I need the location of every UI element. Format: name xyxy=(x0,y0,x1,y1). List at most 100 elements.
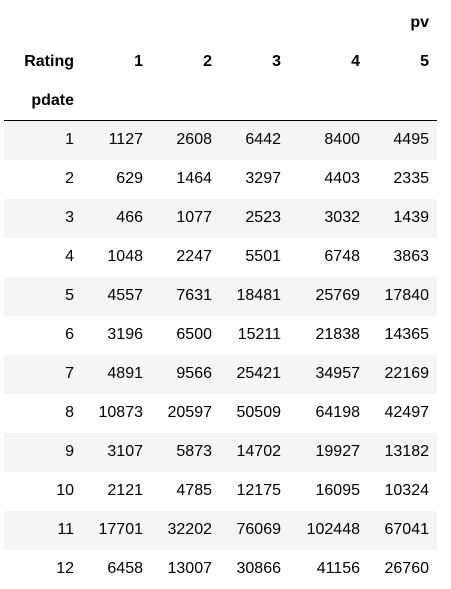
table-body: 1 1127 2608 6442 8400 4495 2 629 1464 3297 4403 233… xyxy=(4,120,437,589)
table-cell: 4403 xyxy=(324,170,360,187)
table-cell: 1464 xyxy=(176,170,212,187)
table-row: 7 4891 9566 25421 34957 22169 xyxy=(4,354,437,394)
table-cell: 15211 xyxy=(237,326,281,343)
row-index-cell: 5 xyxy=(65,287,74,304)
header-top-label: pv xyxy=(410,13,429,31)
table-row: 12 6458 13007 30866 41156 26760 xyxy=(4,549,437,589)
table-cell: 6442 xyxy=(245,131,281,149)
table-cell: 14702 xyxy=(236,443,282,460)
table-cell: 16095 xyxy=(315,482,361,499)
table-cell: 466 xyxy=(116,209,143,226)
table-cell: 6748 xyxy=(324,248,360,265)
table-cell: 4891 xyxy=(107,365,143,382)
table-cell: 8400 xyxy=(324,131,360,149)
row-index-cell: 6 xyxy=(65,326,74,343)
column-header: 2 xyxy=(203,52,212,70)
pivot-table: pv Rating 1 2 3 4 5 pdate 1 1127 2608 6442 8… xyxy=(4,3,437,589)
table-cell: 1439 xyxy=(393,209,429,226)
table-cell: 3196 xyxy=(107,326,143,343)
table-row: 1 1127 2608 6442 8400 4495 xyxy=(4,120,437,160)
table-row: 9 3107 5873 14702 19927 13182 xyxy=(4,432,437,472)
table-cell: 26760 xyxy=(384,560,430,577)
row-index-label: pdate xyxy=(4,81,82,121)
table-cell: 3107 xyxy=(107,443,143,460)
table-row: 2 629 1464 3297 4403 2335 xyxy=(4,159,437,199)
table-cell: 2523 xyxy=(245,209,281,226)
table-row: 5 4557 7631 18481 25769 17840 xyxy=(4,276,437,316)
table-cell: 3863 xyxy=(393,248,429,265)
header-empty-cell xyxy=(289,81,368,121)
table-cell: 22169 xyxy=(384,365,430,382)
table-header: pv Rating 1 2 3 4 5 pdate xyxy=(4,3,437,121)
column-header: 4 xyxy=(351,52,360,70)
table-cell: 5873 xyxy=(176,443,212,460)
row-index-cell: 3 xyxy=(65,209,74,226)
table-cell: 25421 xyxy=(236,365,282,382)
table-row: 10 2121 4785 12175 16095 10324 xyxy=(4,471,437,511)
table-cell: 2247 xyxy=(176,248,212,265)
table-cell: 34957 xyxy=(315,365,361,382)
column-header: 5 xyxy=(420,52,429,70)
table-cell: 13007 xyxy=(167,560,213,577)
row-index-cell: 4 xyxy=(65,248,74,265)
table-cell: 10324 xyxy=(384,482,430,499)
table-cell: 12175 xyxy=(236,482,282,499)
table-cell: 32202 xyxy=(167,521,213,538)
table-cell: 629 xyxy=(116,170,143,187)
table-cell: 50509 xyxy=(236,404,282,421)
table-cell: 1048 xyxy=(107,248,143,265)
table-cell: 102448 xyxy=(306,521,360,538)
header-row-columns: Rating 1 2 3 4 5 xyxy=(4,42,437,81)
table-cell: 4785 xyxy=(176,482,212,499)
table-cell: 14365 xyxy=(384,326,430,343)
row-index-cell: 10 xyxy=(56,482,74,499)
table-cell: 18481 xyxy=(236,287,282,304)
table-cell: 4495 xyxy=(393,131,429,149)
row-index-cell: 12 xyxy=(56,560,74,577)
table-cell: 3297 xyxy=(245,170,281,187)
table-row: 11 17701 32202 76069 102448 67041 xyxy=(4,510,437,550)
table-cell: 6500 xyxy=(176,326,212,343)
table-cell: 6458 xyxy=(107,560,143,577)
table-cell: 1127 xyxy=(108,131,143,149)
table-cell: 21838 xyxy=(315,326,361,343)
column-header: 3 xyxy=(272,52,281,70)
table-cell: 20597 xyxy=(167,404,213,421)
table-cell: 2608 xyxy=(176,131,212,149)
header-row-top: pv xyxy=(4,3,437,42)
table-cell: 67041 xyxy=(384,521,430,538)
table-cell: 3032 xyxy=(324,209,360,226)
table-cell: 10873 xyxy=(98,404,144,421)
table-row: 4 1048 2247 5501 6748 3863 xyxy=(4,237,437,277)
table-cell: 2335 xyxy=(393,170,429,187)
header-empty-cell xyxy=(220,81,289,121)
table-row: 6 3196 6500 15211 21838 14365 xyxy=(4,315,437,355)
header-empty-cell xyxy=(368,81,437,121)
row-index-cell: 7 xyxy=(65,365,74,382)
table-cell: 25769 xyxy=(315,287,361,304)
table-cell: 5501 xyxy=(245,248,281,265)
table-cell: 1077 xyxy=(176,209,212,226)
table-row: 3 466 1077 2523 3032 1439 xyxy=(4,198,437,238)
table-cell: 4557 xyxy=(107,287,143,304)
table-cell: 41156 xyxy=(316,560,360,577)
table-cell: 64198 xyxy=(315,404,361,421)
columns-index-label: Rating xyxy=(24,52,74,70)
row-index-cell: 11 xyxy=(57,521,74,538)
column-header: 1 xyxy=(134,52,143,70)
header-row-index: pdate xyxy=(4,81,437,121)
header-empty-cell xyxy=(151,81,220,121)
row-index-cell: 8 xyxy=(65,404,74,421)
table-cell: 19927 xyxy=(315,443,361,460)
table-cell: 13182 xyxy=(384,443,430,460)
header-empty-cell xyxy=(82,81,151,121)
row-index-cell: 1 xyxy=(65,131,74,149)
table-row: 8 10873 20597 50509 64198 42497 xyxy=(4,393,437,433)
table-cell: 17701 xyxy=(98,521,144,538)
table-cell: 7631 xyxy=(176,287,212,304)
table-cell: 42497 xyxy=(384,404,430,421)
table-cell: 2121 xyxy=(107,482,143,499)
table-cell: 17840 xyxy=(384,287,430,304)
row-index-cell: 9 xyxy=(65,443,74,460)
